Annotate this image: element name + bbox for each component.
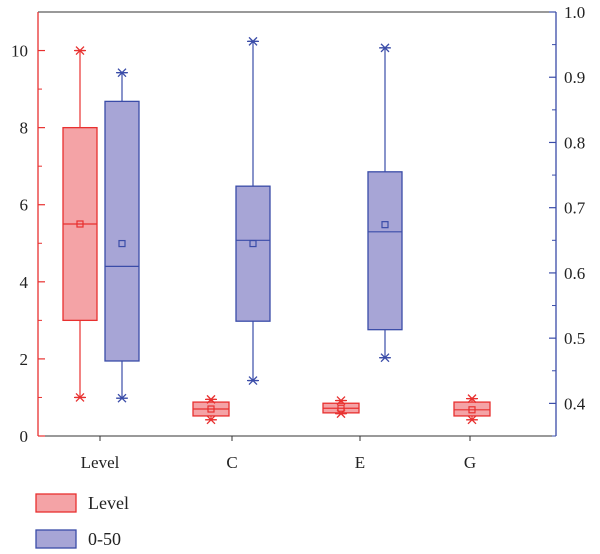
right-tick-label: 0.4 [564,394,586,413]
right-tick-label: 0.7 [564,199,586,218]
box-series [62,36,491,425]
left-tick-label: 2 [20,350,29,369]
range-0-50-box [104,68,140,403]
box-body [235,185,271,322]
x-axis: Level C E G [81,436,476,472]
left-tick-label: 4 [20,273,29,292]
right-tick-label: 1.0 [564,3,585,22]
range-0-50-box [367,43,403,363]
legend-label: Level [88,493,129,513]
right-tick-label: 0.6 [564,264,585,283]
legend-item-level: Level [35,493,129,513]
level-box [62,46,98,402]
legend: Level 0-50 [35,493,129,549]
mean-marker [76,220,84,228]
mean-marker [249,239,257,248]
x-tick-label: Level [81,453,120,472]
box-body [453,401,491,417]
legend-label: 0-50 [88,529,121,549]
left-y-axis: 0 2 4 6 8 10 [11,12,45,446]
level-box [453,394,491,425]
mean-marker [381,221,389,229]
x-tick-label: G [464,453,476,472]
left-tick-label: 8 [20,119,29,138]
box-body [367,171,403,331]
mean-marker [468,406,476,414]
mean-marker [337,404,345,412]
level-box [322,396,360,419]
legend-swatch [35,529,77,549]
x-tick-label: E [355,453,365,472]
range-0-50-box [235,36,271,386]
box-body [104,100,140,362]
right-tick-label: 0.8 [564,133,585,152]
right-tick-label: 0.9 [564,68,585,87]
mean-marker [207,405,215,413]
legend-item-0-50: 0-50 [35,529,121,549]
right-tick-label: 0.5 [564,329,585,348]
left-tick-label: 0 [20,427,29,446]
left-tick-label: 10 [11,42,28,61]
mean-marker [118,239,126,248]
level-box [192,394,230,425]
legend-swatch [35,493,77,513]
left-tick-label: 6 [20,196,29,215]
right-y-axis: 0.4 0.5 0.6 0.7 0.8 0.9 1.0 [549,3,586,437]
x-tick-label: C [226,453,237,472]
